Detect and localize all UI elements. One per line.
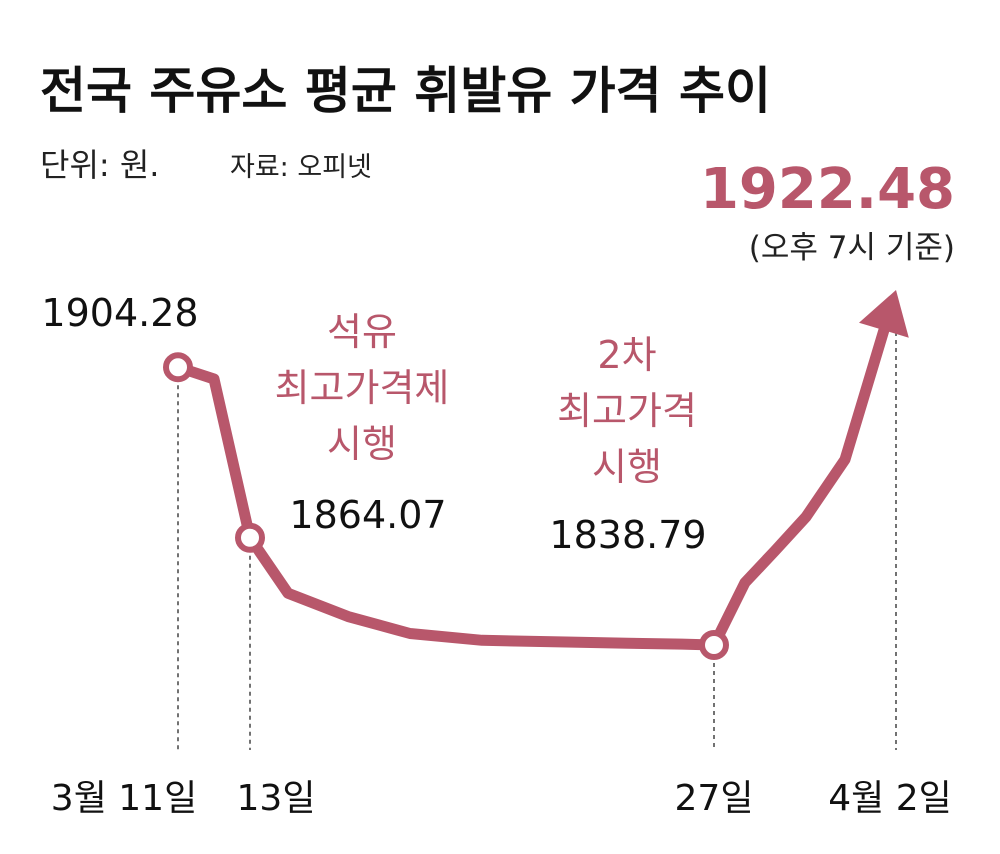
- highlight-value: 1922.48: [700, 157, 955, 222]
- value-label: 1864.07: [289, 493, 446, 537]
- chart-title: 전국 주유소 평균 휘발유 가격 추이: [40, 62, 771, 120]
- unit-label: 단위: 원.: [40, 146, 159, 184]
- highlight-note: (오후 7시 기준): [749, 230, 955, 266]
- annotation-line: 최고가격: [557, 389, 697, 433]
- x-tick-label: 4월 2일: [828, 778, 952, 819]
- guide-lines: [177, 308, 897, 750]
- point-marker: [235, 522, 265, 553]
- x-tick-label: 13일: [237, 778, 316, 819]
- annotation-line: 석유: [327, 310, 397, 354]
- x-tick-label: 27일: [675, 778, 754, 819]
- value-label: 1904.28: [41, 291, 198, 335]
- point-marker: [163, 352, 193, 383]
- value-labels: 1904.28 1864.07 1838.79: [41, 291, 706, 557]
- point-markers: [163, 352, 729, 660]
- series-path: [172, 324, 890, 651]
- point-marker: [699, 630, 729, 660]
- series-line: [172, 290, 909, 651]
- x-tick-label: 3월 11일: [51, 778, 197, 819]
- annotation-line: 2차: [597, 333, 656, 377]
- arrow-head: [859, 290, 909, 338]
- annotation-line: 최고가격제: [275, 366, 450, 410]
- value-label: 1838.79: [549, 513, 706, 557]
- source-label: 자료: 오피넷: [230, 152, 372, 183]
- x-tick-labels: 3월 11일 13일 27일 4월 2일: [51, 778, 952, 819]
- annotation-line: 시행: [327, 422, 397, 466]
- annotation-line: 시행: [592, 445, 662, 489]
